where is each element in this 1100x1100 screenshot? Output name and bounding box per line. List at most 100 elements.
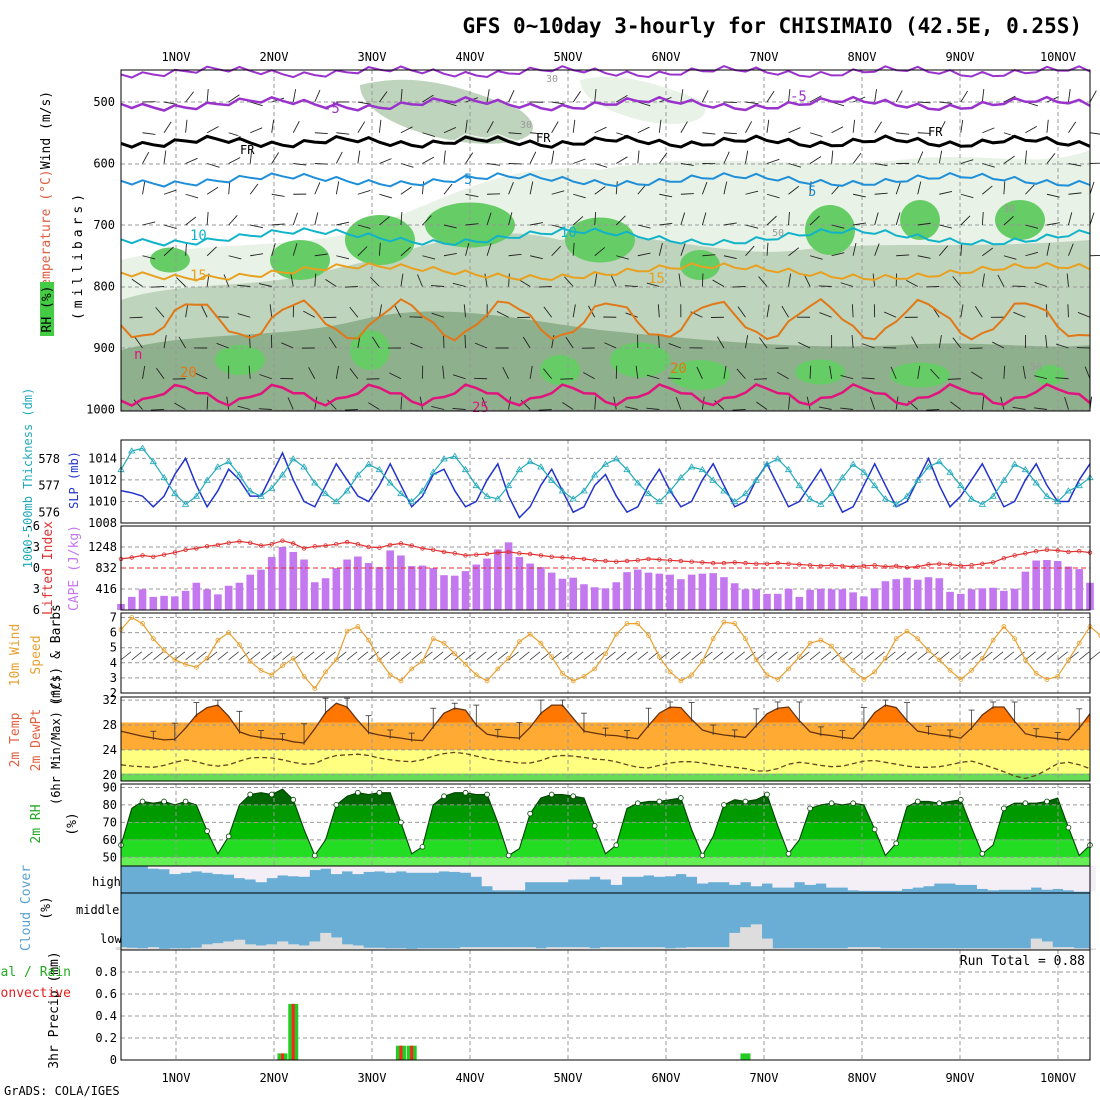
wind10-barb	[1014, 651, 1025, 661]
cloud-low-bar	[513, 947, 526, 950]
wind10-marker	[958, 677, 964, 682]
upper-wind-barb	[1068, 89, 1071, 103]
cloud-low-bar	[384, 948, 396, 950]
upper-wind-barb	[419, 396, 423, 410]
cloud-high-gap	[610, 866, 623, 885]
lifted-index-marker	[387, 542, 393, 548]
lifted-index-marker	[1044, 547, 1050, 552]
upper-wind-barb	[624, 285, 638, 287]
upper-wind-barb	[249, 150, 253, 164]
wind10-ylabel-speed: Speed	[29, 635, 44, 674]
upper-wind-barb	[443, 127, 457, 134]
upper-wind-barb	[960, 90, 968, 103]
cape-bar	[1053, 561, 1062, 610]
upper-wind-barb	[732, 409, 746, 411]
upper-wind-barb	[806, 396, 811, 410]
upper-wind-barb	[206, 89, 209, 103]
lifted-index-marker	[301, 546, 307, 551]
upper-ylabel-mb: (millibars)	[71, 190, 86, 320]
lifted-index-marker	[775, 560, 780, 566]
cloud-high-gap	[513, 866, 526, 891]
wind10-barb	[691, 651, 702, 661]
upper-wind-barb	[308, 367, 316, 379]
cloud-high-gap	[761, 866, 773, 884]
thickness-marker	[924, 463, 933, 470]
cloud-low-bar	[546, 947, 558, 950]
thickness-marker	[375, 465, 384, 473]
upper-wind-barb	[952, 276, 962, 287]
upper-wind-barb	[723, 222, 737, 226]
lifted-index-marker	[237, 539, 242, 544]
wind10-marker	[183, 661, 189, 667]
thickness-marker	[591, 471, 599, 478]
upper-ytick-800: 800	[93, 280, 115, 294]
upper-wind-barb	[982, 163, 995, 168]
rh-label-30-b: 30	[520, 120, 532, 131]
cloud-high-gap	[481, 866, 493, 887]
wind10-barb	[594, 651, 605, 661]
contour-minus5-high	[120, 65, 1091, 79]
lifted-index-marker	[764, 561, 770, 566]
upper-wind-barb	[982, 185, 993, 195]
wind10-marker	[775, 677, 781, 682]
wind10-marker	[247, 658, 253, 664]
thickness-marker	[870, 481, 879, 489]
upper-wind-barb	[538, 286, 552, 288]
contour-10	[120, 227, 1091, 247]
upper-wind-barb	[658, 243, 663, 256]
cloud-low-bar	[190, 947, 203, 950]
upper-wind-barb	[379, 216, 390, 226]
thickness-marker	[957, 481, 965, 489]
lifted-index-marker	[743, 560, 748, 566]
cape-bar	[149, 596, 158, 610]
cloud-low-bar	[427, 948, 440, 950]
thickness-marker	[623, 465, 631, 473]
cape-bar	[677, 579, 685, 610]
upper-wind-barb	[745, 224, 759, 229]
lifted-index-marker	[721, 560, 727, 566]
thickness-marker	[634, 479, 642, 486]
contour-label-15-a: 15	[190, 268, 207, 284]
upper-wind-barb	[853, 222, 867, 226]
top-date-axis: 1NOV 2NOV 3NOV 4NOV 5NOV 6NOV 7NOV 8NOV 9NOV 10NO…	[162, 50, 1077, 64]
cape-bar	[623, 572, 631, 610]
cape-bar	[644, 572, 653, 610]
upper-wind-barb	[496, 311, 509, 318]
wind10-speed-line	[118, 615, 1100, 691]
pressure-y-axes: 578 577 576 1014 1012 1010 1008	[38, 451, 117, 530]
temp2m-tick-32: 32	[103, 693, 117, 707]
cape-bar	[267, 556, 276, 610]
rh2m-line	[120, 788, 1091, 857]
cloud-low-bar	[783, 948, 795, 950]
upper-wind-barb	[357, 121, 366, 133]
upper-wind-barb	[613, 396, 617, 410]
upper-wind-barb	[594, 247, 605, 257]
upper-wind-barb	[1025, 251, 1039, 257]
upper-wind-barb	[155, 307, 165, 318]
cloud-high-gap	[880, 866, 892, 891]
rh2m-marker	[419, 844, 426, 850]
thickness-marker	[881, 495, 890, 502]
upper-wind-barb	[678, 273, 682, 287]
cape-bar	[504, 542, 513, 610]
pressure-series	[117, 444, 1094, 519]
upper-wind-barb	[1046, 242, 1051, 256]
upper-wind-barb	[960, 159, 974, 164]
thickness-marker	[1053, 497, 1062, 505]
upper-wind-barb	[271, 152, 280, 164]
lifted-index-marker	[560, 555, 565, 560]
cloud-low-bar	[1009, 948, 1021, 950]
wind10-marker	[312, 686, 318, 691]
thickness-marker	[203, 476, 211, 483]
cloud-low-bar	[255, 945, 267, 950]
thickness-marker	[332, 497, 341, 505]
upper-wind-barb	[565, 336, 574, 349]
upper-ylabel-rh: RH (%)	[40, 286, 55, 333]
cape-bar	[795, 596, 804, 610]
upper-wind-barb	[1046, 153, 1056, 164]
upper-wind-barb	[702, 132, 716, 135]
cloud-high-gap	[169, 866, 181, 875]
upper-wind-barb	[637, 101, 651, 107]
upper-wind-barb	[981, 396, 985, 410]
lifted-index-marker	[571, 556, 576, 561]
